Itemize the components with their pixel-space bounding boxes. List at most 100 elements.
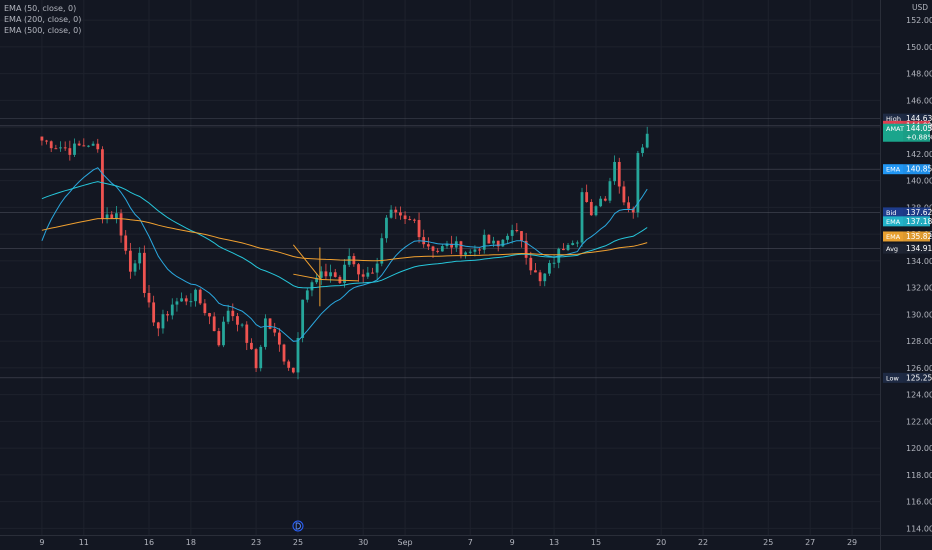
candle-body [478, 249, 481, 251]
candle-body [128, 250, 132, 272]
candle-body [226, 310, 230, 322]
candle-body [538, 272, 542, 282]
price-tag-bg [883, 207, 903, 218]
candle-body [333, 272, 337, 277]
candles [40, 126, 649, 380]
price-tag-bg [883, 231, 903, 242]
candle-body [543, 273, 547, 282]
price-tag-value: 135.82 [906, 232, 932, 241]
price-tag-value: 125.25 [906, 373, 932, 382]
candle-body [510, 230, 514, 236]
x-tick-label: 16 [144, 538, 154, 547]
x-tick-label: 11 [79, 538, 89, 547]
candle-body [631, 208, 635, 213]
y-tick-label: 140.00 [906, 177, 932, 186]
price-value-bg [903, 113, 930, 124]
candle-body [575, 242, 579, 244]
x-tick-label: 23 [251, 538, 261, 547]
candle-body [282, 344, 286, 362]
legend-ema-200[interactable]: EMA (200, close, 0) [4, 15, 82, 24]
y-tick-label: 124.00 [906, 391, 932, 400]
x-tick-label: 7 [468, 538, 473, 547]
dividend-circle [292, 520, 304, 532]
candle-body [389, 209, 393, 218]
candle-body [408, 219, 412, 221]
ema-50-line [41, 167, 648, 342]
candle-body [613, 161, 616, 182]
candle-body [482, 234, 486, 250]
candle-body [506, 235, 509, 240]
candle-body [357, 264, 360, 275]
candle-body [142, 252, 146, 293]
y-tick-label: 148.00 [906, 70, 932, 79]
candle-body [552, 262, 556, 264]
candle-body [645, 133, 649, 148]
candle-body [250, 342, 253, 350]
price-tag-label: EMA [886, 218, 901, 226]
candle-body [198, 289, 202, 304]
price-tag-label: EMA [886, 233, 901, 241]
candle-body [371, 272, 374, 274]
candle-body [82, 145, 86, 147]
candle-body [96, 143, 100, 150]
candle-body [492, 240, 495, 244]
candle-body [54, 148, 58, 150]
price-tag-value: 144.63 [906, 114, 932, 123]
price-value-bg [903, 243, 930, 254]
y-tick-label: 130.00 [906, 310, 932, 319]
candle-body [194, 289, 197, 302]
candle-body [585, 192, 589, 202]
candle-body [166, 314, 170, 316]
dividend-glyph [295, 522, 301, 530]
y-tick-label: 120.00 [906, 444, 932, 453]
candle-body [180, 298, 183, 302]
candle-body [599, 198, 603, 207]
candle-body [273, 328, 277, 333]
price-tag-label: Bid [886, 209, 896, 217]
candle-body [496, 240, 500, 247]
candle-body [561, 248, 565, 251]
candle-body [473, 249, 477, 252]
candle-body [329, 272, 332, 277]
candle-body [566, 244, 570, 251]
candle-body [431, 246, 435, 251]
price-tag-value: 134.91 [906, 244, 932, 253]
candle-body [73, 143, 76, 155]
candle-body [208, 313, 211, 317]
y-tick-label: 132.00 [906, 284, 932, 293]
candle-body [217, 331, 221, 346]
legend-ema-500[interactable]: EMA (500, close, 0) [4, 26, 82, 35]
price-tag-label: High [886, 115, 901, 123]
candle-body [138, 252, 142, 264]
candle-body [152, 302, 156, 323]
price-tag-label: EMA [886, 166, 901, 174]
y-tick-label: 134.00 [906, 257, 932, 266]
candle-body [240, 324, 244, 326]
candle-body [617, 161, 621, 187]
candle-body [231, 310, 235, 317]
candle-body [445, 243, 449, 247]
x-tick-label: 30 [358, 538, 368, 547]
candle-body [403, 215, 407, 220]
price-value-bg [903, 164, 930, 175]
candle-body [324, 271, 328, 277]
price-value-bg [903, 216, 930, 227]
legend-ema-50[interactable]: EMA (50, close, 0) [4, 4, 77, 13]
currency-label: USD [912, 3, 928, 12]
candle-body [161, 314, 165, 329]
candle-body [487, 234, 491, 244]
dividend-marker-icon[interactable] [292, 520, 304, 532]
pattern-target [321, 279, 359, 282]
x-tick-label: 9 [39, 538, 44, 547]
candle-body [156, 322, 160, 329]
y-axis-labels: 114.00 116.00 118.00 120.00 122.00 124.00 126.… [906, 3, 932, 533]
x-tick-label: 9 [510, 538, 515, 547]
candle-body [40, 136, 44, 141]
candle-body [170, 304, 174, 316]
candle-body [268, 318, 272, 329]
candle-body [236, 316, 239, 325]
candle-body [571, 243, 575, 245]
candle-body [450, 243, 454, 248]
candle-body [636, 152, 640, 213]
